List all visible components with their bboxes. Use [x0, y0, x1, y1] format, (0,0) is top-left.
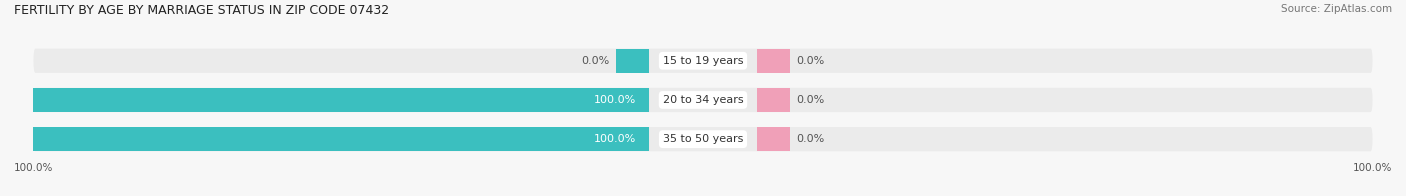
Text: 100.0%: 100.0%	[593, 95, 636, 105]
Text: 35 to 50 years: 35 to 50 years	[662, 134, 744, 144]
FancyBboxPatch shape	[34, 88, 1372, 112]
Bar	[34, 127, 650, 151]
Text: 15 to 19 years: 15 to 19 years	[662, 56, 744, 66]
FancyBboxPatch shape	[34, 49, 1372, 73]
Text: 20 to 34 years: 20 to 34 years	[662, 95, 744, 105]
Bar	[756, 49, 790, 73]
Text: 0.0%: 0.0%	[581, 56, 609, 66]
FancyBboxPatch shape	[34, 127, 1372, 151]
Text: FERTILITY BY AGE BY MARRIAGE STATUS IN ZIP CODE 07432: FERTILITY BY AGE BY MARRIAGE STATUS IN Z…	[14, 4, 389, 17]
Text: 0.0%: 0.0%	[797, 56, 825, 66]
Bar	[756, 127, 790, 151]
Bar	[616, 49, 650, 73]
Text: 100.0%: 100.0%	[593, 134, 636, 144]
Text: 0.0%: 0.0%	[797, 95, 825, 105]
Text: 0.0%: 0.0%	[797, 134, 825, 144]
Text: Source: ZipAtlas.com: Source: ZipAtlas.com	[1281, 4, 1392, 14]
Bar	[34, 88, 650, 112]
Bar	[756, 88, 790, 112]
